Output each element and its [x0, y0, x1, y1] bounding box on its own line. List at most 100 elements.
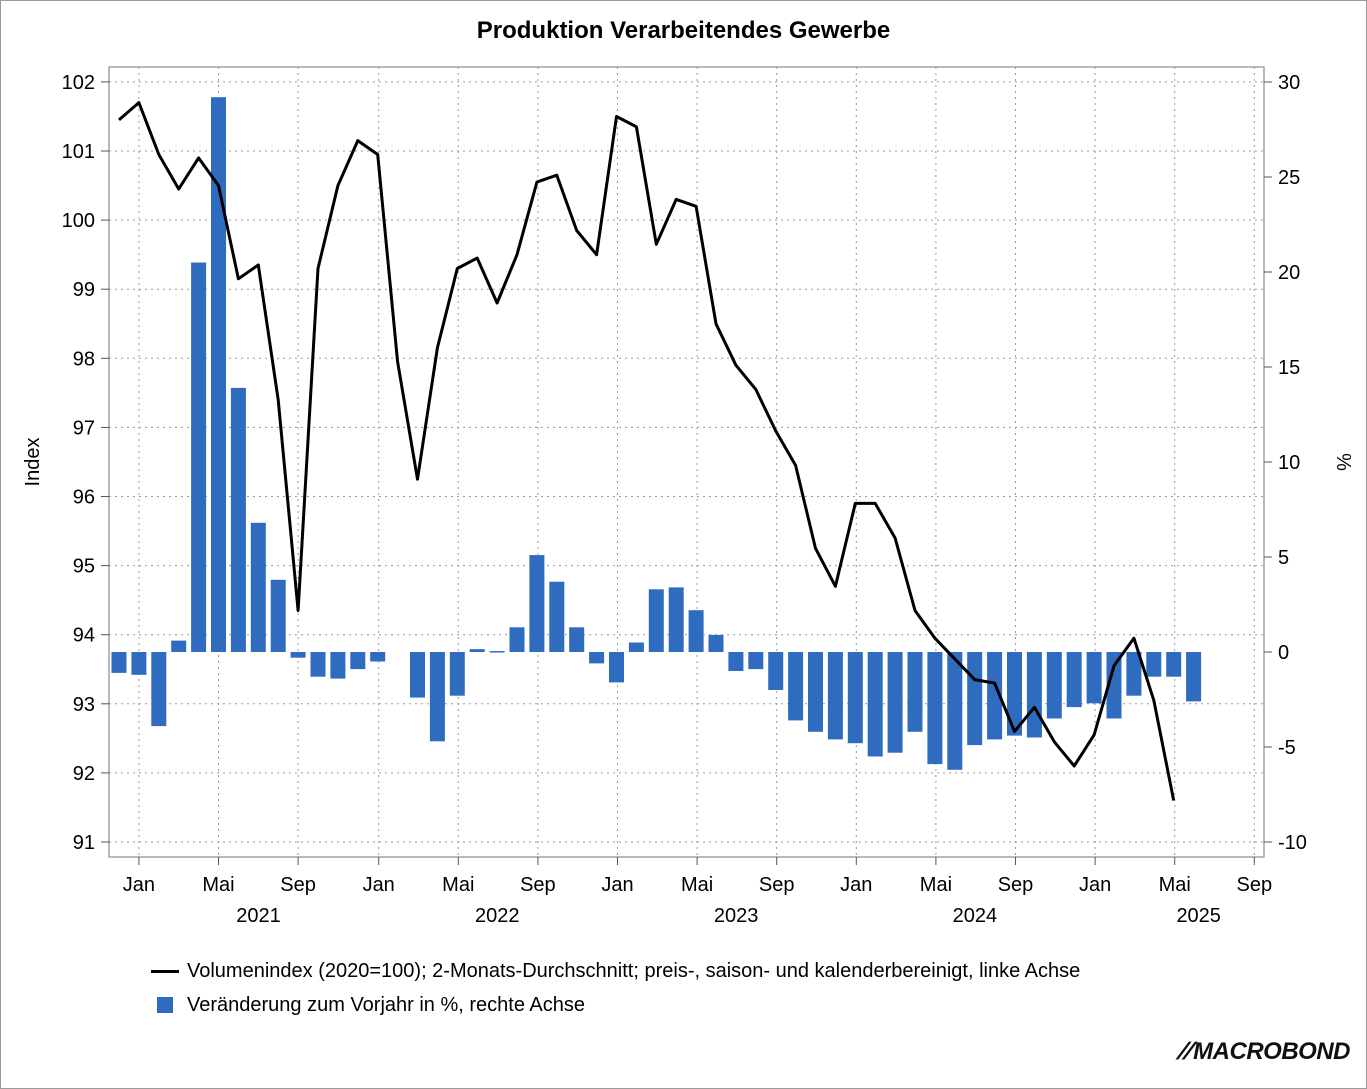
- y-tick-label-right: 0: [1278, 642, 1289, 664]
- macrobond-logo: //MACROBOND: [1174, 1038, 1350, 1066]
- bar: [230, 387, 246, 652]
- x-year-label: 2023: [714, 905, 759, 927]
- bar: [111, 652, 127, 673]
- bar: [1066, 652, 1082, 708]
- y-tick-label-left: 99: [73, 279, 95, 301]
- y-tick-label-left: 101: [62, 141, 95, 163]
- chart-title: Produktion Verarbeitendes Gewerbe: [476, 17, 891, 44]
- bar: [748, 652, 764, 670]
- x-tick-label: Mai: [202, 874, 234, 896]
- x-tick-label: Jan: [601, 874, 633, 896]
- x-tick-label: Jan: [363, 874, 395, 896]
- bar: [788, 652, 804, 721]
- y-axis-title-left: Index: [22, 438, 44, 487]
- x-tick-label: Jan: [123, 874, 155, 896]
- bar: [569, 627, 585, 652]
- y-tick-label-right: 25: [1278, 167, 1300, 189]
- y-tick-label-left: 94: [73, 625, 95, 647]
- y-tick-label-left: 102: [62, 72, 95, 94]
- y-tick-label-left: 96: [73, 487, 95, 509]
- bar: [688, 610, 704, 652]
- legend-item-bar: Veränderung zum Vorjahr in %, rechte Ach…: [151, 988, 1080, 1022]
- bar: [628, 642, 644, 652]
- y-tick-label-right: 5: [1278, 547, 1289, 569]
- y-tick-label-left: 92: [73, 763, 95, 785]
- bar: [290, 652, 306, 658]
- bar: [927, 652, 943, 765]
- bar: [171, 640, 187, 652]
- bar: [609, 652, 624, 683]
- logo-text: MACROBOND: [1193, 1038, 1350, 1065]
- bar: [549, 581, 565, 652]
- legend-line-label: Volumenindex (2020=100); 2-Monats-Durchs…: [187, 959, 1081, 982]
- bar: [131, 652, 147, 675]
- bar: [827, 652, 843, 740]
- x-year-label: 2022: [475, 905, 520, 927]
- y-tick-label-right: 10: [1278, 452, 1300, 474]
- bar: [429, 652, 445, 742]
- bar: [370, 652, 386, 662]
- bar: [509, 627, 525, 652]
- x-tick-label: Sep: [998, 874, 1034, 896]
- bar: [469, 649, 485, 652]
- bar: [529, 555, 545, 652]
- bar: [648, 589, 664, 652]
- bar: [1166, 652, 1182, 677]
- bar: [1026, 652, 1042, 738]
- bar: [1126, 652, 1142, 696]
- x-tick-label: Mai: [442, 874, 474, 896]
- bar: [589, 652, 605, 664]
- bar: [191, 262, 207, 652]
- x-tick-label: Sep: [1237, 874, 1273, 896]
- bar: [808, 652, 823, 732]
- bar: [350, 652, 366, 670]
- y-tick-label-right: 20: [1278, 262, 1300, 284]
- bar: [211, 97, 226, 652]
- bar: [847, 652, 863, 744]
- x-tick-label: Mai: [681, 874, 713, 896]
- y-tick-label-left: 98: [73, 348, 95, 370]
- x-tick-label: Sep: [280, 874, 316, 896]
- y-tick-label-left: 91: [73, 832, 95, 854]
- bar: [947, 652, 963, 770]
- x-tick-label: Mai: [1159, 874, 1191, 896]
- x-year-label: 2024: [953, 905, 998, 927]
- y-tick-label-right: 15: [1278, 357, 1300, 379]
- bar: [151, 652, 167, 727]
- x-tick-label: Sep: [759, 874, 795, 896]
- y-tick-label-right: -10: [1278, 832, 1307, 854]
- x-year-label: 2025: [1176, 905, 1221, 927]
- bar: [449, 652, 465, 696]
- y-tick-label-left: 93: [73, 694, 95, 716]
- bar: [867, 652, 883, 757]
- bar: [1007, 652, 1022, 736]
- x-tick-label: Mai: [920, 874, 952, 896]
- bar: [887, 652, 903, 753]
- legend-item-line: Volumenindex (2020=100); 2-Monats-Durchs…: [151, 954, 1080, 988]
- x-tick-label: Sep: [520, 874, 556, 896]
- bar: [1186, 652, 1202, 702]
- bar: [1046, 652, 1062, 719]
- legend: Volumenindex (2020=100); 2-Monats-Durchs…: [151, 954, 1080, 1022]
- y-tick-label-right: -5: [1278, 737, 1296, 759]
- bar: [967, 652, 983, 746]
- bar: [1086, 652, 1102, 704]
- bar: [728, 652, 744, 671]
- x-year-label: 2021: [236, 905, 281, 927]
- x-tick-label: Jan: [840, 874, 872, 896]
- y-axis-title-right: %: [1332, 453, 1354, 471]
- y-tick-label-left: 95: [73, 556, 95, 578]
- bar: [907, 652, 923, 732]
- y-tick-label-left: 97: [73, 417, 95, 439]
- bar: [250, 522, 266, 652]
- bar: [1106, 652, 1122, 719]
- bar: [1146, 652, 1162, 677]
- legend-bar-label: Veränderung zum Vorjahr in %, rechte Ach…: [187, 993, 586, 1016]
- y-tick-label-left: 100: [62, 210, 95, 232]
- bar: [330, 652, 346, 679]
- y-tick-label-right: 30: [1278, 72, 1300, 94]
- bar: [310, 652, 326, 677]
- bar: [668, 587, 684, 652]
